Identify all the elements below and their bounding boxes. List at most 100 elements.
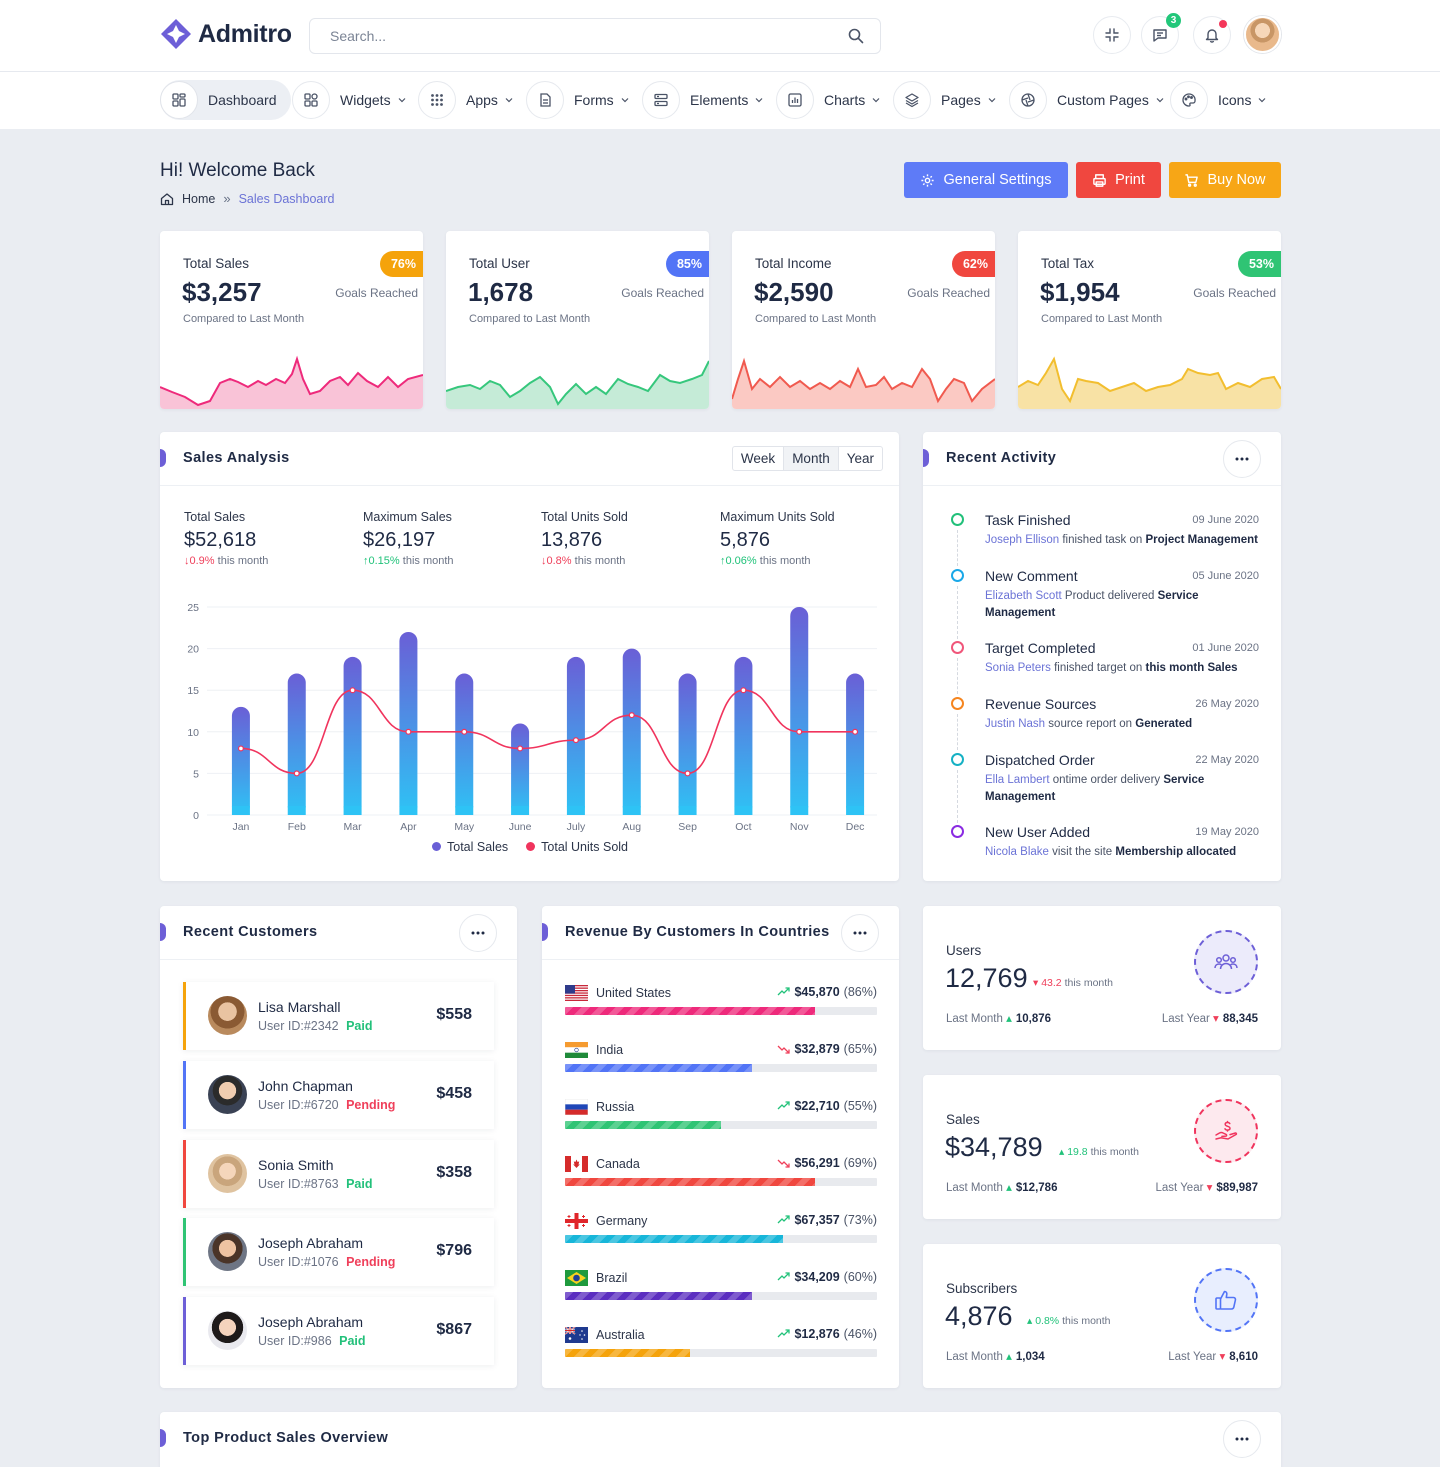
country-row: United States $45,870 (86%) xyxy=(565,984,877,1020)
nav-dashboard[interactable]: Dashboard xyxy=(160,80,291,120)
search-box xyxy=(309,18,881,54)
legend-item-total-sales[interactable]: Total Sales xyxy=(432,840,508,854)
user-avatar[interactable] xyxy=(1244,16,1281,53)
search-input[interactable] xyxy=(310,19,830,53)
metric-value: 13,876 xyxy=(541,529,603,551)
nav-label: Widgets xyxy=(340,92,391,108)
caret-down-icon: ▾ xyxy=(1219,1351,1226,1363)
period-month-button[interactable]: Month xyxy=(783,447,838,470)
money-hand-icon xyxy=(1215,1120,1238,1140)
cart-icon xyxy=(1185,173,1199,187)
nav-label: Dashboard xyxy=(208,92,277,108)
x-tick-label: May xyxy=(454,821,475,833)
canada-flag-icon xyxy=(565,1156,588,1172)
metric-change: ↓0.9% this month xyxy=(184,555,268,567)
revenue-percent: (46%) xyxy=(843,1327,877,1341)
avatar xyxy=(208,1154,247,1193)
country-name: Canada xyxy=(596,1157,640,1171)
buy-now-button[interactable]: Buy Now xyxy=(1169,162,1281,198)
more-options-button[interactable] xyxy=(841,914,879,952)
stat-subtitle: Compared to Last Month xyxy=(469,313,591,325)
nav-elements[interactable]: Elements xyxy=(642,80,764,120)
activity-desc: visit the site xyxy=(1052,846,1113,858)
legend-item-total-units-sold[interactable]: Total Units Sold xyxy=(526,840,628,854)
stat-title: Total Tax xyxy=(1041,256,1095,271)
nav-apps[interactable]: Apps xyxy=(418,80,514,120)
header-accent xyxy=(160,923,166,941)
header-accent xyxy=(923,449,929,467)
customer-id-value: User ID:#986 xyxy=(258,1334,332,1348)
stat-card-total-sales: Total Sales $3,257 Compared to Last Mont… xyxy=(160,231,423,409)
bar-base xyxy=(231,806,250,815)
logo[interactable]: Admitro xyxy=(160,18,292,50)
layers-icon xyxy=(654,93,668,107)
activity-person[interactable]: Sonia Peters xyxy=(985,662,1051,674)
breadcrumb-current: Sales Dashboard xyxy=(238,191,335,206)
last-month-value: 10,876 xyxy=(1015,1013,1052,1025)
print-button[interactable]: Print xyxy=(1076,162,1161,198)
caret-down-icon: ▾ xyxy=(1033,977,1039,989)
activity-date: 05 June 2020 xyxy=(1192,570,1259,582)
caret-up-icon: ▴ xyxy=(1006,1013,1012,1025)
breadcrumb-home[interactable]: Home xyxy=(182,191,216,206)
progress-track xyxy=(565,1121,877,1129)
notifications-button[interactable] xyxy=(1193,16,1231,54)
legend-swatch xyxy=(526,842,536,851)
activity-person[interactable]: Justin Nash xyxy=(985,718,1046,730)
activity-person[interactable]: Elizabeth Scott xyxy=(985,590,1062,602)
x-tick-label: Mar xyxy=(344,821,363,833)
nav-pages[interactable]: Pages xyxy=(893,80,997,120)
revenue-percent: (55%) xyxy=(843,1099,877,1113)
line-point xyxy=(684,770,691,777)
general-settings-button[interactable]: General Settings xyxy=(904,162,1068,198)
period-week-button[interactable]: Week xyxy=(740,451,776,466)
bar-may xyxy=(455,673,474,815)
activity-target: Service Management xyxy=(985,590,1199,619)
nav-charts[interactable]: Charts xyxy=(776,80,881,120)
customer-row[interactable]: Lisa Marshall User ID:#2342 Paid $558 xyxy=(183,982,494,1050)
activity-title: New Comment xyxy=(985,568,1078,584)
activity-person[interactable]: Joseph Ellison xyxy=(985,534,1060,546)
period-year-button[interactable]: Year xyxy=(837,447,882,470)
header-accent xyxy=(160,1429,166,1447)
users-stat-card: Users 12,769 ▾ 43.2 this month Last Mont… xyxy=(923,906,1281,1050)
trend-up-icon xyxy=(778,1272,791,1281)
fullscreen-button[interactable] xyxy=(1093,16,1131,54)
progress-fill xyxy=(565,1235,784,1243)
customer-row[interactable]: Sonia Smith User ID:#8763 Paid $358 xyxy=(183,1140,494,1208)
stat-value: 1,678 xyxy=(468,277,534,307)
nav-widgets[interactable]: Widgets xyxy=(292,80,407,120)
messages-button[interactable]: 3 xyxy=(1141,13,1181,54)
metric-label: Total Units Sold xyxy=(541,510,628,524)
card-title: Sales Analysis xyxy=(183,450,290,466)
customer-row[interactable]: John Chapman User ID:#6720 Pending $458 xyxy=(183,1061,494,1129)
search-icon[interactable] xyxy=(848,28,864,44)
customer-row[interactable]: Joseph Abraham User ID:#986 Paid $867 xyxy=(183,1297,494,1365)
activity-person[interactable]: Nicola Blake xyxy=(985,846,1049,858)
mini-value: 12,769 xyxy=(945,963,1028,993)
nav-label: Apps xyxy=(466,92,498,108)
more-options-button[interactable] xyxy=(1223,1420,1261,1458)
caret-down-icon: ▾ xyxy=(1206,1182,1213,1194)
trend-up-icon xyxy=(778,1215,791,1224)
last-month-label: Last Month xyxy=(946,1351,1003,1363)
trend-up-icon xyxy=(778,987,791,996)
last-month-label: Last Month xyxy=(946,1182,1003,1194)
activity-date: 09 June 2020 xyxy=(1192,514,1259,526)
customer-row[interactable]: Joseph Abraham User ID:#1076 Pending $79… xyxy=(183,1218,494,1286)
nav-icons[interactable]: Icons xyxy=(1170,80,1267,120)
nav-forms[interactable]: Forms xyxy=(526,80,630,120)
activity-person[interactable]: Ella Lambert xyxy=(985,774,1050,786)
last-month-value: 1,034 xyxy=(1015,1351,1045,1363)
widgets-icon xyxy=(304,93,318,107)
nav-custom-pages[interactable]: Custom Pages xyxy=(1009,80,1165,120)
app-name: Admitro xyxy=(198,19,292,48)
revenue-percent: (86%) xyxy=(843,985,877,999)
trend-down-icon xyxy=(778,1045,791,1054)
bar-june xyxy=(511,723,530,815)
more-options-button[interactable] xyxy=(1223,440,1261,478)
last-month: Last Month ▴ 1,034 xyxy=(946,1349,1045,1363)
progress-fill xyxy=(565,1178,815,1186)
revenue-percent: (65%) xyxy=(843,1042,877,1056)
more-options-button[interactable] xyxy=(459,914,497,952)
